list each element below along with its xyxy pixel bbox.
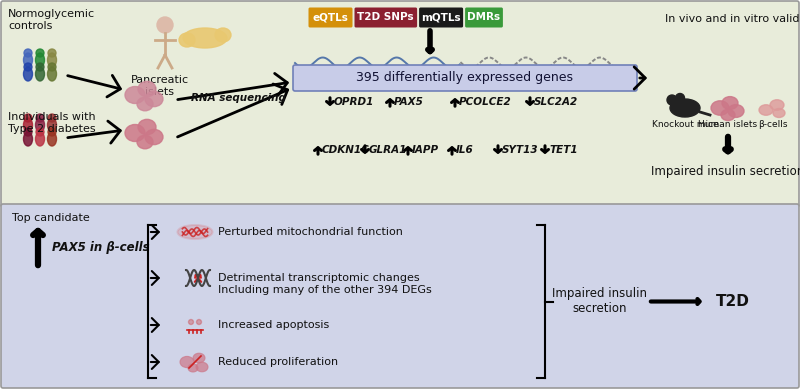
Circle shape	[36, 63, 44, 71]
Ellipse shape	[759, 105, 773, 115]
Ellipse shape	[773, 108, 785, 117]
Circle shape	[48, 63, 56, 71]
Text: Impaired insulin secretion: Impaired insulin secretion	[651, 165, 800, 178]
Ellipse shape	[125, 87, 145, 103]
FancyBboxPatch shape	[1, 204, 799, 388]
Text: Human islets: Human islets	[698, 120, 758, 129]
Ellipse shape	[145, 129, 163, 145]
Text: Knockout mice: Knockout mice	[652, 120, 718, 129]
Text: Reduced proliferation: Reduced proliferation	[218, 357, 338, 367]
Circle shape	[24, 128, 32, 136]
Ellipse shape	[145, 91, 163, 106]
Circle shape	[157, 17, 173, 33]
Ellipse shape	[23, 132, 33, 146]
Text: DMRs: DMRs	[467, 12, 501, 23]
Ellipse shape	[138, 82, 156, 97]
Ellipse shape	[728, 105, 744, 117]
Text: RNA sequencing: RNA sequencing	[190, 93, 286, 103]
Ellipse shape	[47, 67, 57, 81]
Text: GLRA1: GLRA1	[369, 145, 407, 155]
Text: Detrimental transcriptomic changes: Detrimental transcriptomic changes	[218, 273, 420, 283]
Ellipse shape	[35, 118, 45, 132]
Text: 395 differentially expressed genes: 395 differentially expressed genes	[357, 71, 574, 85]
Text: T2D: T2D	[716, 294, 750, 309]
Ellipse shape	[138, 119, 156, 135]
Ellipse shape	[23, 53, 33, 67]
Text: Including many of the other 394 DEGs: Including many of the other 394 DEGs	[218, 285, 432, 295]
Ellipse shape	[137, 135, 153, 149]
Text: OPRD1: OPRD1	[334, 97, 374, 107]
Ellipse shape	[23, 118, 33, 132]
FancyBboxPatch shape	[293, 65, 637, 91]
Text: Increased apoptosis: Increased apoptosis	[218, 320, 330, 330]
Ellipse shape	[711, 101, 729, 115]
Ellipse shape	[180, 356, 194, 368]
Ellipse shape	[179, 33, 195, 47]
Ellipse shape	[770, 100, 784, 110]
Ellipse shape	[215, 28, 231, 42]
Text: SYT13: SYT13	[502, 145, 538, 155]
Circle shape	[36, 128, 44, 136]
Text: eQTLs: eQTLs	[313, 12, 349, 23]
Text: PCOLCE2: PCOLCE2	[459, 97, 512, 107]
Ellipse shape	[137, 97, 153, 111]
Text: β-cells: β-cells	[758, 120, 788, 129]
Ellipse shape	[667, 95, 677, 105]
Text: Individuals with
Type 2 diabetes: Individuals with Type 2 diabetes	[8, 112, 96, 134]
Circle shape	[48, 49, 56, 57]
Ellipse shape	[47, 132, 57, 146]
Text: IAPP: IAPP	[412, 145, 439, 155]
Ellipse shape	[35, 53, 45, 67]
Text: SLC2A2: SLC2A2	[534, 97, 578, 107]
Ellipse shape	[35, 67, 45, 81]
Ellipse shape	[193, 353, 205, 363]
Ellipse shape	[721, 110, 735, 121]
Circle shape	[48, 114, 56, 122]
Ellipse shape	[670, 99, 700, 117]
FancyBboxPatch shape	[354, 7, 417, 28]
FancyBboxPatch shape	[465, 7, 503, 28]
Text: Top candidate: Top candidate	[12, 213, 90, 223]
Ellipse shape	[188, 364, 198, 372]
Ellipse shape	[675, 94, 685, 103]
FancyBboxPatch shape	[309, 7, 353, 28]
Ellipse shape	[178, 225, 213, 239]
Ellipse shape	[197, 319, 202, 324]
Text: Perturbed mitochondrial function: Perturbed mitochondrial function	[218, 227, 403, 237]
Text: In vivo and in vitro validation: In vivo and in vitro validation	[665, 14, 800, 24]
Text: T2D SNPs: T2D SNPs	[358, 12, 414, 23]
Ellipse shape	[125, 124, 145, 142]
Text: CDKN1C: CDKN1C	[322, 145, 370, 155]
Text: Normoglycemic
controls: Normoglycemic controls	[8, 9, 95, 30]
Circle shape	[48, 128, 56, 136]
Text: mQTLs: mQTLs	[422, 12, 461, 23]
Text: TET1: TET1	[549, 145, 578, 155]
Ellipse shape	[722, 97, 738, 110]
Text: Pancreatic
islets: Pancreatic islets	[131, 75, 189, 97]
Ellipse shape	[47, 118, 57, 132]
Circle shape	[36, 114, 44, 122]
Text: IL6: IL6	[456, 145, 474, 155]
Circle shape	[24, 114, 32, 122]
Ellipse shape	[196, 362, 208, 372]
Ellipse shape	[47, 53, 57, 67]
Ellipse shape	[23, 67, 33, 81]
Circle shape	[36, 49, 44, 57]
Ellipse shape	[189, 319, 194, 324]
Ellipse shape	[35, 132, 45, 146]
FancyBboxPatch shape	[1, 1, 799, 207]
Circle shape	[24, 49, 32, 57]
Circle shape	[24, 63, 32, 71]
Text: Impaired insulin
secretion: Impaired insulin secretion	[553, 287, 647, 316]
Ellipse shape	[183, 28, 227, 48]
Text: PAX5 in β-cells: PAX5 in β-cells	[52, 241, 150, 255]
Text: PAX5: PAX5	[394, 97, 424, 107]
FancyBboxPatch shape	[419, 7, 463, 28]
